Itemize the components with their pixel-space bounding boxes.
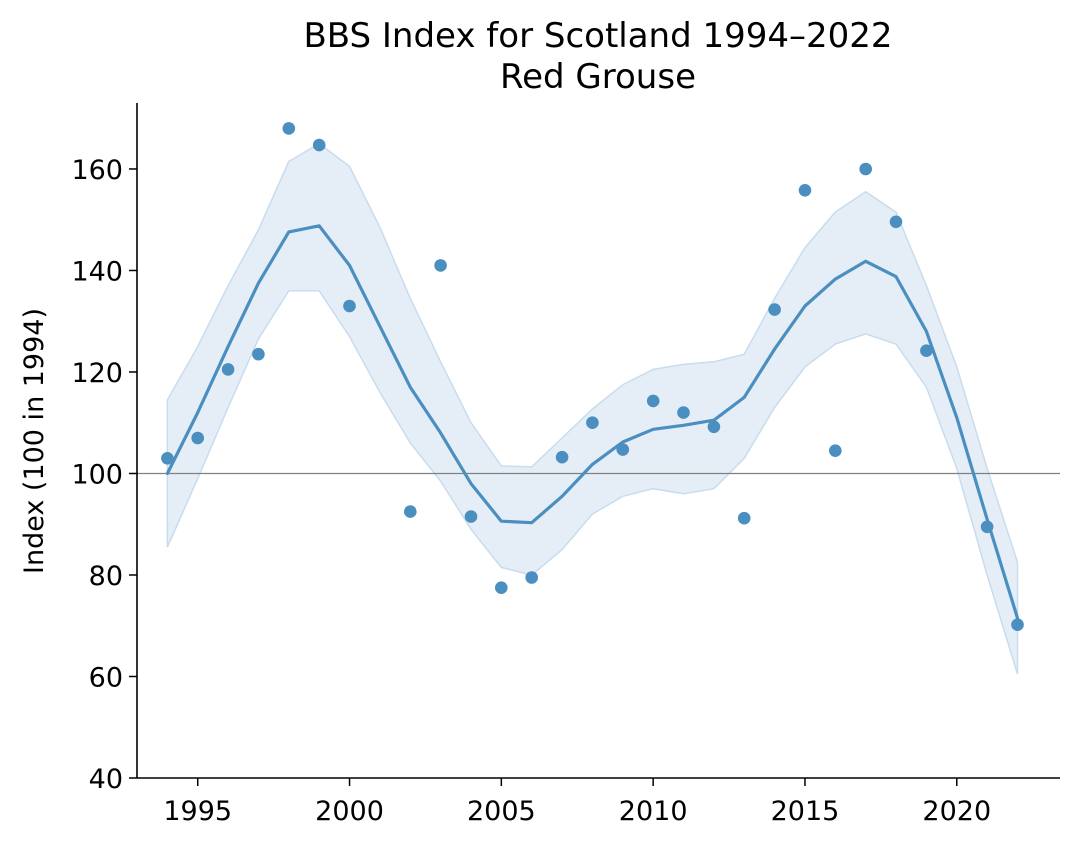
data-point: [920, 344, 933, 358]
confidence-band: [166, 142, 1019, 675]
y-tick-label: 80: [89, 561, 123, 592]
chart-subtitle: Red Grouse: [500, 57, 696, 97]
y-tick-label: 100: [71, 459, 123, 490]
axes: 1995 2000 2005 2010 2015 2020 40 60 80 100 120 140 1…: [71, 103, 1060, 827]
data-point: [555, 450, 569, 464]
data-point: [616, 443, 630, 456]
data-point: [464, 510, 478, 523]
data-point: [221, 363, 235, 376]
y-tick-label: 60: [89, 662, 123, 693]
data-point: [889, 215, 903, 229]
data-point: [312, 138, 326, 152]
chart-title: BBS Index for Scotland 1994–2022: [303, 16, 892, 56]
y-tick-label: 120: [71, 358, 123, 389]
data-point: [737, 511, 751, 525]
data-point: [161, 452, 174, 465]
data-point: [707, 420, 721, 434]
trend-line: [165, 224, 1020, 620]
data-point: [1011, 618, 1024, 631]
x-tick-label: 1995: [163, 796, 232, 827]
x-tick-label: 2020: [922, 796, 991, 827]
x-tick-label: 2005: [467, 796, 536, 827]
plot-area: [137, 122, 1060, 675]
data-point: [343, 299, 356, 313]
data-point: [859, 162, 872, 176]
data-point: [798, 184, 812, 197]
data-point: [495, 581, 508, 594]
data-point: [252, 347, 265, 361]
x-tick-label: 2010: [619, 796, 688, 827]
x-tick-label: 2015: [771, 796, 840, 827]
data-point: [980, 520, 994, 534]
data-point: [586, 416, 599, 430]
x-tick-label: 2000: [315, 796, 384, 827]
data-point: [646, 394, 660, 408]
data-point: [191, 431, 204, 445]
data-point: [434, 259, 447, 272]
data-point: [404, 505, 417, 518]
data-point: [768, 303, 781, 316]
data-point: [829, 444, 842, 458]
y-axis-label: Index (100 in 1994): [19, 308, 50, 574]
data-point: [282, 122, 296, 135]
y-tick-label: 160: [71, 155, 123, 186]
data-point: [525, 571, 538, 584]
data-point: [677, 406, 690, 419]
y-tick-label: 40: [89, 764, 123, 795]
y-tick-label: 140: [71, 256, 123, 287]
